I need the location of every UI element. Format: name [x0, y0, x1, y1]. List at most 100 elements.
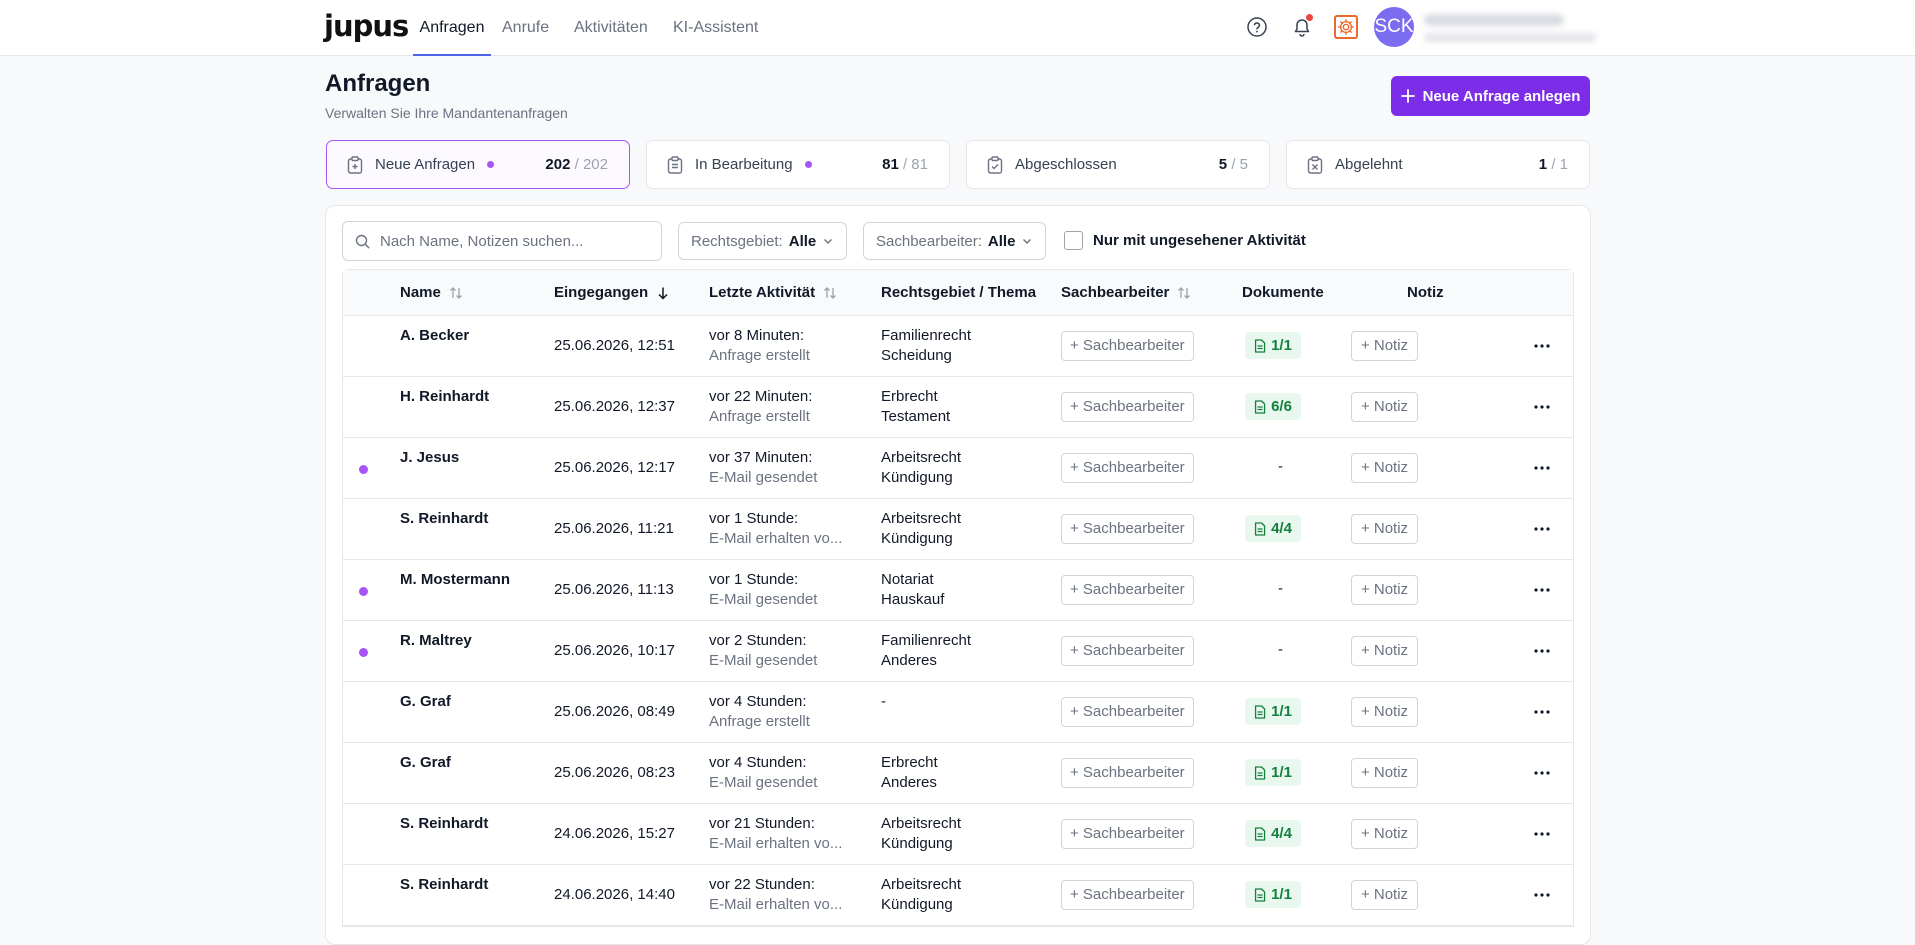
add-note-button[interactable]: + Notiz: [1351, 819, 1418, 849]
status-card-abgeschlossen[interactable]: Abgeschlossen 5 / 5: [966, 140, 1270, 189]
row-actions-button[interactable]: [1528, 760, 1556, 786]
documents-badge[interactable]: 4/4: [1245, 515, 1301, 542]
activity-time: vor 2 Stunden:: [709, 632, 807, 649]
assign-sachbearbeiter-button[interactable]: + Sachbearbeiter: [1061, 331, 1194, 361]
table-row[interactable]: G. Graf 25.06.2026, 08:49 vor 4 Stunden: An…: [343, 682, 1573, 743]
status-card-count: 81 / 81: [882, 156, 928, 173]
row-actions-button[interactable]: [1528, 516, 1556, 542]
nav-tab-aktivitaeten[interactable]: Aktivitäten: [574, 19, 648, 36]
column-header-eingegangen[interactable]: Eingegangen: [554, 284, 670, 301]
assign-sachbearbeiter-button[interactable]: + Sachbearbeiter: [1061, 575, 1194, 605]
app-logo[interactable]: jupus: [324, 9, 409, 43]
documents-badge[interactable]: 1/1: [1245, 698, 1301, 725]
table-row[interactable]: S. Reinhardt 24.06.2026, 15:27 vor 21 Stun…: [343, 804, 1573, 865]
status-card-in-bearbeitung[interactable]: In Bearbeitung 81 / 81: [646, 140, 950, 189]
search-input[interactable]: [380, 232, 650, 250]
row-actions-button[interactable]: [1528, 882, 1556, 908]
column-header-letzte-aktivitaet[interactable]: Letzte Aktivität: [709, 284, 837, 301]
activity-time: vor 4 Stunden:: [709, 693, 807, 710]
add-note-button[interactable]: + Notiz: [1351, 880, 1418, 910]
status-card-abgelehnt[interactable]: Abgelehnt 1 / 1: [1286, 140, 1590, 189]
documents-badge[interactable]: 1/1: [1245, 759, 1301, 786]
add-note-button[interactable]: + Notiz: [1351, 453, 1418, 483]
column-header-name[interactable]: Name: [400, 284, 463, 301]
table-row[interactable]: M. Mostermann 25.06.2026, 11:13 vor 1 Stun…: [343, 560, 1573, 621]
more-dots-icon: [1534, 710, 1550, 714]
client-name: H. Reinhardt: [400, 388, 490, 405]
help-icon[interactable]: [1244, 14, 1270, 40]
activity-time: vor 1 Stunde:: [709, 510, 799, 527]
client-name: J. Jesus: [400, 449, 460, 466]
row-actions-button[interactable]: [1528, 577, 1556, 603]
row-actions-button[interactable]: [1528, 821, 1556, 847]
add-note-button[interactable]: + Notiz: [1351, 392, 1418, 422]
row-actions-button[interactable]: [1528, 455, 1556, 481]
new-request-label: Neue Anfrage anlegen: [1422, 87, 1581, 105]
documents-badge[interactable]: 1/1: [1245, 332, 1301, 359]
add-note-button[interactable]: + Notiz: [1351, 697, 1418, 727]
legal-area: Notariat: [881, 571, 934, 588]
activity-description: E-Mail gesendet: [709, 774, 818, 791]
assign-sachbearbeiter-button[interactable]: + Sachbearbeiter: [1061, 392, 1194, 422]
table-row[interactable]: R. Maltrey 25.06.2026, 10:17 vor 2 Stunden…: [343, 621, 1573, 682]
unread-activity-dot: [359, 587, 368, 596]
column-header-sachbearbeiter[interactable]: Sachbearbeiter: [1061, 284, 1191, 301]
assign-sachbearbeiter-button[interactable]: + Sachbearbeiter: [1061, 880, 1194, 910]
assign-sachbearbeiter-button[interactable]: + Sachbearbeiter: [1061, 819, 1194, 849]
sort-icon[interactable]: [449, 286, 463, 300]
received-date: 25.06.2026, 12:37: [554, 398, 675, 415]
table-row[interactable]: H. Reinhardt 25.06.2026, 12:37 vor 22 Minu…: [343, 377, 1573, 438]
assign-sachbearbeiter-button[interactable]: + Sachbearbeiter: [1061, 514, 1194, 544]
received-date: 25.06.2026, 12:51: [554, 337, 675, 354]
sort-icon[interactable]: [1177, 286, 1191, 300]
documents-badge[interactable]: 6/6: [1245, 393, 1301, 420]
documents-badge[interactable]: 4/4: [1245, 820, 1301, 847]
row-actions-button[interactable]: [1528, 333, 1556, 359]
table-header: Name Eingegangen Letzte Aktivität Rechts…: [343, 270, 1573, 316]
notification-bell-icon[interactable]: [1289, 14, 1315, 40]
assign-sachbearbeiter-button[interactable]: + Sachbearbeiter: [1061, 758, 1194, 788]
legal-area: Arbeitsrecht: [881, 510, 962, 527]
activity-time: vor 22 Stunden:: [709, 876, 815, 893]
settings-gear-icon[interactable]: [1334, 15, 1358, 39]
add-note-button[interactable]: + Notiz: [1351, 514, 1418, 544]
assign-sachbearbeiter-button[interactable]: + Sachbearbeiter: [1061, 697, 1194, 727]
new-request-button[interactable]: Neue Anfrage anlegen: [1391, 76, 1590, 116]
search-box[interactable]: [342, 221, 662, 261]
row-actions-button[interactable]: [1528, 699, 1556, 725]
row-actions-button[interactable]: [1528, 394, 1556, 420]
add-note-button[interactable]: + Notiz: [1351, 331, 1418, 361]
document-icon: [1254, 399, 1266, 414]
client-name: G. Graf: [400, 693, 451, 710]
rechtsgebiet-filter[interactable]: Rechtsgebiet: Alle: [678, 222, 848, 260]
nav-tab-anfragen[interactable]: Anfragen: [413, 0, 491, 56]
assign-sachbearbeiter-button[interactable]: + Sachbearbeiter: [1061, 453, 1194, 483]
add-note-button[interactable]: + Notiz: [1351, 758, 1418, 788]
table-row[interactable]: S. Reinhardt 25.06.2026, 11:21 vor 1 Stund…: [343, 499, 1573, 560]
search-icon: [355, 234, 370, 248]
nav-tab-anrufe[interactable]: Anrufe: [502, 19, 550, 36]
sort-descending-icon[interactable]: [656, 286, 670, 300]
sachbearbeiter-filter[interactable]: Sachbearbeiter: Alle: [863, 222, 1047, 260]
add-note-button[interactable]: + Notiz: [1351, 575, 1418, 605]
received-date: 25.06.2026, 08:23: [554, 764, 675, 781]
table-row[interactable]: J. Jesus 25.06.2026, 12:17 vor 37 Minuten:…: [343, 438, 1573, 499]
row-actions-button[interactable]: [1528, 638, 1556, 664]
assign-sachbearbeiter-button[interactable]: + Sachbearbeiter: [1061, 636, 1194, 666]
status-card-count: 5 / 5: [1218, 156, 1248, 173]
user-avatar[interactable]: SCK: [1374, 7, 1414, 47]
status-card-label: Abgelehnt: [1335, 156, 1403, 173]
sort-icon[interactable]: [823, 286, 837, 300]
nav-tab-ki-assistent[interactable]: KI-Assistent: [673, 19, 759, 36]
activity-description: E-Mail gesendet: [709, 591, 818, 608]
table-row[interactable]: A. Becker 25.06.2026, 12:51 vor 8 Minuten:…: [343, 316, 1573, 377]
table-row[interactable]: S. Reinhardt 24.06.2026, 14:40 vor 22 Stun…: [343, 865, 1573, 926]
unseen-activity-checkbox[interactable]: [1064, 231, 1083, 250]
documents-badge[interactable]: 1/1: [1245, 881, 1301, 908]
client-name: S. Reinhardt: [400, 815, 489, 832]
status-card-neue-anfragen[interactable]: Neue Anfragen 202 / 202: [326, 140, 630, 189]
unseen-activity-toggle[interactable]: Nur mit ungesehener Aktivität: [1064, 231, 1306, 250]
add-note-button[interactable]: + Notiz: [1351, 636, 1418, 666]
table-row[interactable]: G. Graf 25.06.2026, 08:23 vor 4 Stunden: E-…: [343, 743, 1573, 804]
activity-description: E-Mail erhalten vo...: [709, 896, 843, 913]
